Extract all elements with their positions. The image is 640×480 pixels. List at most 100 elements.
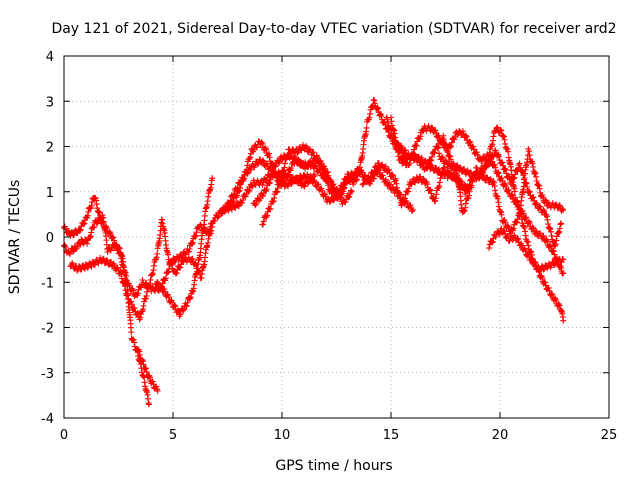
data-point bbox=[555, 229, 562, 236]
data-points bbox=[61, 96, 567, 408]
data-point bbox=[439, 138, 446, 145]
y-tick-label: 4 bbox=[46, 50, 54, 65]
data-point bbox=[348, 188, 355, 195]
data-point bbox=[324, 168, 331, 175]
data-point bbox=[81, 220, 88, 227]
data-point bbox=[371, 100, 378, 107]
data-point bbox=[461, 207, 468, 214]
data-point bbox=[516, 160, 523, 167]
data-point bbox=[389, 172, 396, 179]
data-point bbox=[363, 124, 370, 131]
data-point bbox=[428, 190, 435, 197]
data-point bbox=[70, 248, 77, 255]
series-track-9 bbox=[250, 152, 416, 215]
data-point bbox=[548, 228, 555, 235]
data-point bbox=[500, 133, 507, 140]
data-point bbox=[147, 276, 154, 283]
data-point bbox=[215, 213, 222, 220]
data-point bbox=[345, 194, 352, 201]
data-point bbox=[539, 194, 546, 201]
data-point bbox=[529, 160, 536, 167]
data-point bbox=[118, 271, 125, 278]
data-point bbox=[439, 171, 446, 178]
y-tick-label: -4 bbox=[41, 412, 54, 427]
data-point bbox=[122, 269, 129, 276]
data-point bbox=[378, 112, 385, 119]
data-point bbox=[177, 264, 184, 271]
data-point bbox=[313, 152, 320, 159]
data-point bbox=[557, 221, 564, 228]
series-track-10 bbox=[350, 96, 565, 249]
data-point bbox=[154, 387, 161, 394]
data-point bbox=[121, 280, 128, 287]
data-point bbox=[184, 299, 191, 306]
data-point bbox=[390, 134, 397, 141]
axis-ticks: 0 5 10 15 20 25 -4 -3 -2 -1 0 1 2 3 4 bbox=[41, 50, 617, 443]
data-point bbox=[533, 173, 540, 180]
data-point bbox=[241, 175, 248, 182]
data-point bbox=[545, 284, 552, 291]
data-point bbox=[413, 142, 420, 149]
data-point bbox=[501, 136, 508, 143]
data-point bbox=[359, 181, 366, 188]
data-point bbox=[501, 227, 508, 234]
data-point bbox=[263, 146, 270, 153]
data-point bbox=[264, 212, 271, 219]
data-point bbox=[524, 183, 531, 190]
data-point bbox=[154, 250, 161, 257]
data-point bbox=[139, 358, 146, 365]
data-point bbox=[445, 167, 452, 174]
data-point bbox=[189, 239, 196, 246]
series-track-15 bbox=[359, 160, 473, 209]
data-point bbox=[298, 176, 305, 183]
data-point bbox=[374, 104, 381, 111]
data-point bbox=[88, 202, 95, 209]
data-point bbox=[122, 287, 129, 294]
data-point bbox=[435, 133, 442, 140]
data-point bbox=[502, 165, 509, 172]
data-point bbox=[389, 184, 396, 191]
data-point bbox=[208, 227, 215, 234]
data-point bbox=[270, 198, 277, 205]
data-point bbox=[120, 279, 127, 286]
data-point bbox=[186, 246, 193, 253]
data-point bbox=[183, 303, 190, 310]
series-track-14 bbox=[486, 225, 567, 274]
data-point bbox=[391, 141, 398, 148]
data-point bbox=[252, 202, 259, 209]
x-tick-label: 15 bbox=[383, 428, 400, 443]
data-point bbox=[346, 193, 353, 200]
data-point bbox=[536, 185, 543, 192]
data-point bbox=[483, 163, 490, 170]
data-point bbox=[469, 178, 476, 185]
data-point bbox=[546, 225, 553, 232]
data-point bbox=[547, 243, 554, 250]
data-point bbox=[473, 164, 480, 171]
data-point bbox=[448, 143, 455, 150]
data-point bbox=[292, 178, 299, 185]
data-point bbox=[236, 181, 243, 188]
data-point bbox=[93, 220, 100, 227]
data-point bbox=[211, 217, 218, 224]
data-point bbox=[494, 124, 501, 131]
data-point bbox=[405, 188, 412, 195]
data-point bbox=[407, 156, 414, 163]
data-point bbox=[412, 142, 419, 149]
data-point bbox=[521, 245, 528, 252]
data-point bbox=[462, 182, 469, 189]
data-point bbox=[284, 174, 291, 181]
data-point bbox=[91, 261, 98, 268]
data-point bbox=[411, 146, 418, 153]
data-point bbox=[503, 170, 510, 177]
data-point bbox=[504, 187, 511, 194]
data-point bbox=[305, 163, 312, 170]
data-point bbox=[499, 159, 506, 166]
data-point bbox=[389, 171, 396, 178]
data-point bbox=[539, 274, 546, 281]
data-point bbox=[548, 232, 555, 239]
data-point bbox=[552, 241, 559, 248]
data-point bbox=[560, 317, 567, 324]
data-point bbox=[489, 239, 496, 246]
data-point bbox=[231, 191, 238, 198]
data-point bbox=[549, 247, 556, 254]
